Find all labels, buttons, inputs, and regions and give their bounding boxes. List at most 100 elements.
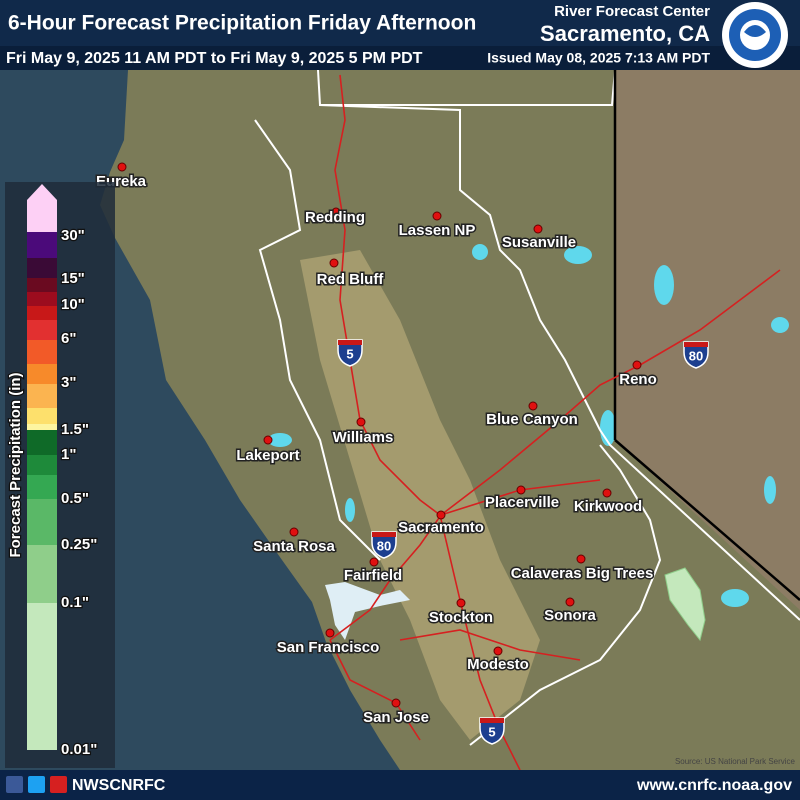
header-bar (0, 0, 800, 46)
city-dot (289, 527, 299, 537)
city-dot (329, 258, 339, 268)
city-dot (263, 435, 273, 445)
city-label: Susanville (502, 234, 576, 251)
legend-panel (5, 182, 115, 768)
state-line (614, 439, 800, 601)
city-label: Lassen NP (399, 222, 476, 239)
city-label: Sacramento (398, 519, 484, 536)
city-dot (602, 488, 612, 498)
highways (329, 74, 781, 771)
shield-icon (337, 339, 363, 367)
city-label: San Jose (363, 709, 429, 726)
lakes (268, 244, 789, 607)
shield-top (338, 340, 362, 345)
legend-band (27, 408, 57, 424)
nevada-terrain (615, 70, 800, 610)
legend-label: 10" (61, 296, 85, 313)
city-label: Sonora (544, 607, 596, 624)
city-dot (117, 162, 127, 172)
legend-label: 0.01" (61, 741, 97, 758)
source-credit: Source: US National Park Service (675, 757, 796, 766)
city-label: Kirkwood (574, 498, 642, 515)
legend-band (27, 455, 57, 475)
shield-icon (371, 531, 397, 559)
social-handle[interactable]: NWSCNRFC (72, 777, 166, 794)
city-label: Reno (619, 371, 657, 388)
youtube-icon[interactable] (50, 776, 67, 793)
subheader-bar (0, 46, 800, 70)
city-label: Santa Rosa (253, 538, 335, 555)
city-dot (325, 628, 335, 638)
shield-number: 5 (346, 346, 353, 361)
city-dot (516, 485, 526, 495)
legend-label: 0.5" (61, 490, 89, 507)
highway-shields: 5 80 80 5 (337, 339, 709, 745)
legend-label: 0.1" (61, 594, 89, 611)
shield-top (480, 718, 504, 723)
title: 6-Hour Forecast Precipitation Friday Aft… (8, 12, 476, 35)
shield-top (684, 342, 708, 347)
city-dot (528, 401, 538, 411)
legend-arrow (27, 184, 57, 200)
facebook-icon[interactable] (6, 776, 23, 793)
city-label: Blue Canyon (486, 411, 578, 428)
legend-band (27, 258, 57, 278)
legend-band (27, 306, 57, 320)
city-dot (632, 360, 642, 370)
valid-period: Fri May 9, 2025 11 AM PDT to Fri May 9, … (6, 50, 423, 67)
legend: 30" 15" 10" 6" 3" 1.5" 1" 0.5" 0.25" 0.1" 0.01" (27, 184, 99, 759)
shield-icon (479, 717, 505, 745)
website[interactable]: www.cnrfc.noaa.gov (636, 777, 792, 794)
legend-label: 1" (61, 446, 76, 463)
legend-label: 0.25" (61, 536, 97, 553)
legend-label: 3" (61, 374, 76, 391)
legend-label: 1.5" (61, 421, 89, 438)
legend-band (27, 384, 57, 408)
shield-number: 5 (488, 724, 495, 739)
legend-band (27, 545, 57, 603)
city-dot (356, 417, 366, 427)
legend-label: 6" (61, 330, 76, 347)
legend-band (27, 292, 57, 306)
city-label: Calaveras Big Trees (511, 565, 654, 582)
light-precip-area (664, 567, 706, 642)
central-valley (300, 250, 540, 740)
city-dot (331, 207, 341, 217)
center-label: River Forecast Center (554, 3, 710, 20)
sf-bay (325, 582, 410, 640)
issued: Issued May 08, 2025 7:13 AM PDT (487, 50, 710, 66)
city-label: Fairfield (344, 567, 402, 584)
shield-top (372, 532, 396, 537)
city-dot (576, 554, 586, 564)
city-dot (456, 598, 466, 608)
legend-band (27, 603, 57, 750)
city-dot (565, 597, 575, 607)
city-label: Williams (333, 429, 394, 446)
legend-band (27, 200, 57, 232)
city-label: Stockton (429, 609, 493, 626)
office: Sacramento, CA (540, 21, 710, 46)
shield-icon (683, 341, 709, 369)
legend-band (27, 475, 57, 499)
twitter-icon[interactable] (28, 776, 45, 793)
legend-title: Forecast Precipitation (in) (7, 372, 24, 557)
city-label: Placerville (485, 494, 559, 511)
legend-band (27, 232, 57, 258)
city-dot (493, 646, 503, 656)
shield-number: 80 (689, 348, 703, 363)
legend-band (27, 364, 57, 384)
legend-band (27, 430, 57, 455)
legend-band (27, 278, 57, 292)
city-dot (391, 698, 401, 708)
shield-number: 80 (377, 538, 391, 553)
city-dot (436, 510, 446, 520)
legend-band (27, 340, 57, 364)
nws-logo (722, 2, 788, 68)
legend-band (27, 499, 57, 545)
legend-label: 30" (61, 227, 85, 244)
city-label: San Francisco (277, 639, 380, 656)
footer-bar (0, 770, 800, 800)
city-dot (533, 224, 543, 234)
